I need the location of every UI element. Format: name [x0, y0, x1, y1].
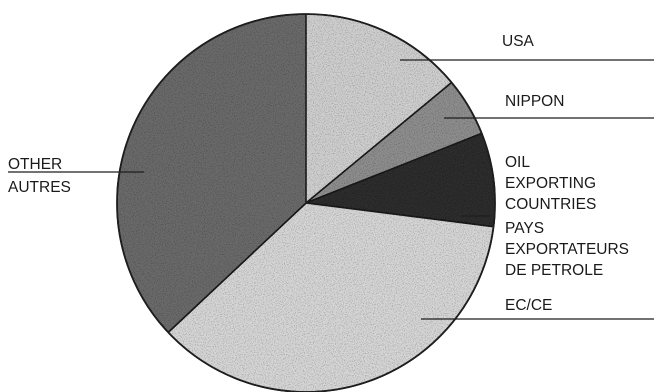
slice-label-oil-1: OIL	[505, 154, 530, 171]
slice-label-nippon: NIPPON	[505, 93, 564, 110]
slice-label-other-2: AUTRES	[8, 179, 71, 196]
pie-slices	[116, 13, 496, 392]
slice-label-oil-5: EXPORTATEURS	[505, 241, 629, 258]
slice-label-oil-6: DE PETROLE	[505, 262, 603, 279]
slice-label-other-1: OTHER	[8, 156, 62, 173]
slice-label-oil-2: EXPORTING	[505, 175, 596, 192]
slice-label-usa: USA	[502, 33, 535, 50]
leader-lines	[8, 59, 654, 320]
slice-labels: USA NIPPON OIL EXPORTING COUNTRIES PAYS EXPORT…	[8, 33, 629, 314]
pie-outline	[116, 13, 496, 392]
slice-label-oil-3: COUNTRIES	[505, 196, 596, 213]
slice-label-oil-4: PAYS	[505, 220, 544, 237]
slice-label-ec: EC/CE	[505, 297, 552, 314]
